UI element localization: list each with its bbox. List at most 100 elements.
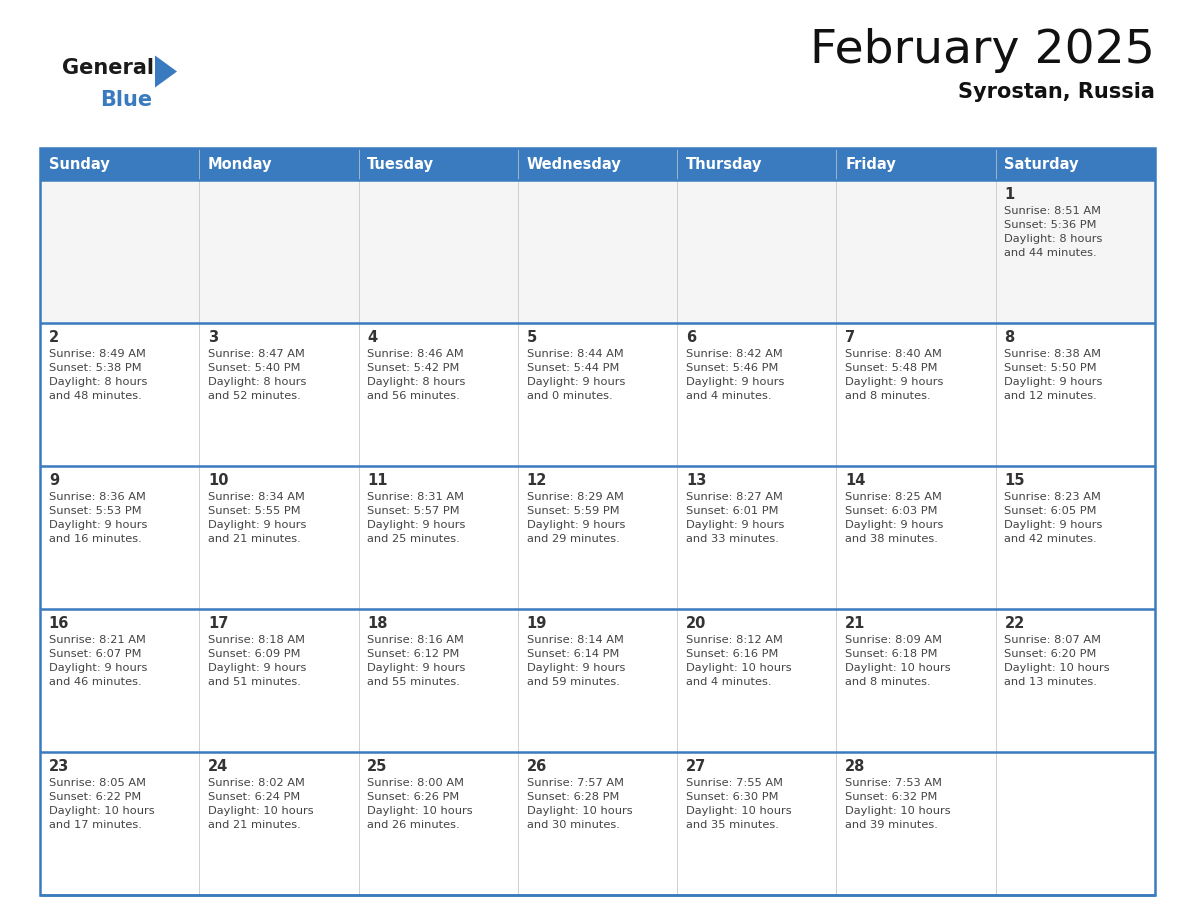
Text: Sunrise: 7:53 AM
Sunset: 6:32 PM
Daylight: 10 hours
and 39 minutes.: Sunrise: 7:53 AM Sunset: 6:32 PM Dayligh… bbox=[845, 778, 950, 830]
Text: 4: 4 bbox=[367, 330, 378, 345]
Polygon shape bbox=[154, 55, 177, 87]
Text: Sunrise: 7:57 AM
Sunset: 6:28 PM
Daylight: 10 hours
and 30 minutes.: Sunrise: 7:57 AM Sunset: 6:28 PM Dayligh… bbox=[526, 778, 632, 830]
Bar bbox=[200, 148, 359, 180]
Text: Sunrise: 8:38 AM
Sunset: 5:50 PM
Daylight: 9 hours
and 12 minutes.: Sunrise: 8:38 AM Sunset: 5:50 PM Dayligh… bbox=[1005, 349, 1102, 401]
Text: Sunrise: 8:07 AM
Sunset: 6:20 PM
Daylight: 10 hours
and 13 minutes.: Sunrise: 8:07 AM Sunset: 6:20 PM Dayligh… bbox=[1005, 635, 1110, 687]
Bar bbox=[996, 752, 1155, 895]
Bar bbox=[836, 323, 996, 466]
Text: 19: 19 bbox=[526, 616, 546, 631]
Text: Sunrise: 8:51 AM
Sunset: 5:36 PM
Daylight: 8 hours
and 44 minutes.: Sunrise: 8:51 AM Sunset: 5:36 PM Dayligh… bbox=[1005, 206, 1102, 258]
Bar bbox=[359, 180, 518, 323]
Text: 12: 12 bbox=[526, 473, 546, 488]
Text: Sunrise: 8:25 AM
Sunset: 6:03 PM
Daylight: 9 hours
and 38 minutes.: Sunrise: 8:25 AM Sunset: 6:03 PM Dayligh… bbox=[845, 492, 943, 544]
Text: Monday: Monday bbox=[208, 156, 272, 172]
Text: Sunrise: 8:40 AM
Sunset: 5:48 PM
Daylight: 9 hours
and 8 minutes.: Sunrise: 8:40 AM Sunset: 5:48 PM Dayligh… bbox=[845, 349, 943, 401]
Bar bbox=[836, 752, 996, 895]
Text: General: General bbox=[62, 58, 154, 78]
Bar bbox=[677, 180, 836, 323]
Text: 20: 20 bbox=[685, 616, 707, 631]
Text: Sunrise: 8:12 AM
Sunset: 6:16 PM
Daylight: 10 hours
and 4 minutes.: Sunrise: 8:12 AM Sunset: 6:16 PM Dayligh… bbox=[685, 635, 791, 687]
Bar bbox=[677, 323, 836, 466]
Text: Sunrise: 8:14 AM
Sunset: 6:14 PM
Daylight: 9 hours
and 59 minutes.: Sunrise: 8:14 AM Sunset: 6:14 PM Dayligh… bbox=[526, 635, 625, 687]
Text: Sunrise: 8:44 AM
Sunset: 5:44 PM
Daylight: 9 hours
and 0 minutes.: Sunrise: 8:44 AM Sunset: 5:44 PM Dayligh… bbox=[526, 349, 625, 401]
Text: 16: 16 bbox=[49, 616, 69, 631]
Text: Friday: Friday bbox=[845, 156, 896, 172]
Bar bbox=[677, 466, 836, 609]
Text: 17: 17 bbox=[208, 616, 228, 631]
Text: Sunrise: 8:46 AM
Sunset: 5:42 PM
Daylight: 8 hours
and 56 minutes.: Sunrise: 8:46 AM Sunset: 5:42 PM Dayligh… bbox=[367, 349, 466, 401]
Bar bbox=[200, 752, 359, 895]
Text: 15: 15 bbox=[1005, 473, 1025, 488]
Bar bbox=[996, 180, 1155, 323]
Bar bbox=[677, 609, 836, 752]
Text: Saturday: Saturday bbox=[1005, 156, 1079, 172]
Bar bbox=[359, 609, 518, 752]
Text: Sunrise: 8:09 AM
Sunset: 6:18 PM
Daylight: 10 hours
and 8 minutes.: Sunrise: 8:09 AM Sunset: 6:18 PM Dayligh… bbox=[845, 635, 950, 687]
Bar bbox=[40, 323, 200, 466]
Text: Sunday: Sunday bbox=[49, 156, 109, 172]
Bar bbox=[359, 323, 518, 466]
Text: 25: 25 bbox=[367, 759, 387, 774]
Text: February 2025: February 2025 bbox=[810, 28, 1155, 73]
Text: Sunrise: 8:34 AM
Sunset: 5:55 PM
Daylight: 9 hours
and 21 minutes.: Sunrise: 8:34 AM Sunset: 5:55 PM Dayligh… bbox=[208, 492, 307, 544]
Bar bbox=[518, 148, 677, 180]
Text: Sunrise: 8:00 AM
Sunset: 6:26 PM
Daylight: 10 hours
and 26 minutes.: Sunrise: 8:00 AM Sunset: 6:26 PM Dayligh… bbox=[367, 778, 473, 830]
Bar bbox=[40, 180, 200, 323]
Bar bbox=[836, 148, 996, 180]
Bar bbox=[359, 148, 518, 180]
Text: Tuesday: Tuesday bbox=[367, 156, 435, 172]
Text: 24: 24 bbox=[208, 759, 228, 774]
Bar bbox=[836, 180, 996, 323]
Text: Wednesday: Wednesday bbox=[526, 156, 621, 172]
Bar bbox=[200, 609, 359, 752]
Text: Sunrise: 8:49 AM
Sunset: 5:38 PM
Daylight: 8 hours
and 48 minutes.: Sunrise: 8:49 AM Sunset: 5:38 PM Dayligh… bbox=[49, 349, 147, 401]
Bar bbox=[359, 752, 518, 895]
Bar bbox=[836, 609, 996, 752]
Text: Sunrise: 8:47 AM
Sunset: 5:40 PM
Daylight: 8 hours
and 52 minutes.: Sunrise: 8:47 AM Sunset: 5:40 PM Dayligh… bbox=[208, 349, 307, 401]
Text: 11: 11 bbox=[367, 473, 387, 488]
Text: Blue: Blue bbox=[100, 90, 152, 110]
Text: 5: 5 bbox=[526, 330, 537, 345]
Bar bbox=[996, 466, 1155, 609]
Bar bbox=[996, 148, 1155, 180]
Bar bbox=[40, 466, 200, 609]
Bar bbox=[518, 466, 677, 609]
Text: Syrostan, Russia: Syrostan, Russia bbox=[959, 82, 1155, 102]
Text: 18: 18 bbox=[367, 616, 387, 631]
Text: Sunrise: 8:05 AM
Sunset: 6:22 PM
Daylight: 10 hours
and 17 minutes.: Sunrise: 8:05 AM Sunset: 6:22 PM Dayligh… bbox=[49, 778, 154, 830]
Text: 2: 2 bbox=[49, 330, 59, 345]
Text: 14: 14 bbox=[845, 473, 866, 488]
Bar bbox=[359, 466, 518, 609]
Text: Sunrise: 8:42 AM
Sunset: 5:46 PM
Daylight: 9 hours
and 4 minutes.: Sunrise: 8:42 AM Sunset: 5:46 PM Dayligh… bbox=[685, 349, 784, 401]
Bar bbox=[677, 148, 836, 180]
Bar bbox=[518, 609, 677, 752]
Text: 7: 7 bbox=[845, 330, 855, 345]
Bar bbox=[677, 752, 836, 895]
Bar bbox=[40, 752, 200, 895]
Text: 28: 28 bbox=[845, 759, 866, 774]
Text: Sunrise: 8:18 AM
Sunset: 6:09 PM
Daylight: 9 hours
and 51 minutes.: Sunrise: 8:18 AM Sunset: 6:09 PM Dayligh… bbox=[208, 635, 307, 687]
Text: 27: 27 bbox=[685, 759, 706, 774]
Text: Sunrise: 8:23 AM
Sunset: 6:05 PM
Daylight: 9 hours
and 42 minutes.: Sunrise: 8:23 AM Sunset: 6:05 PM Dayligh… bbox=[1005, 492, 1102, 544]
Bar bbox=[200, 466, 359, 609]
Text: 8: 8 bbox=[1005, 330, 1015, 345]
Text: Sunrise: 8:27 AM
Sunset: 6:01 PM
Daylight: 9 hours
and 33 minutes.: Sunrise: 8:27 AM Sunset: 6:01 PM Dayligh… bbox=[685, 492, 784, 544]
Text: Sunrise: 8:02 AM
Sunset: 6:24 PM
Daylight: 10 hours
and 21 minutes.: Sunrise: 8:02 AM Sunset: 6:24 PM Dayligh… bbox=[208, 778, 314, 830]
Text: Thursday: Thursday bbox=[685, 156, 763, 172]
Text: Sunrise: 7:55 AM
Sunset: 6:30 PM
Daylight: 10 hours
and 35 minutes.: Sunrise: 7:55 AM Sunset: 6:30 PM Dayligh… bbox=[685, 778, 791, 830]
Text: Sunrise: 8:31 AM
Sunset: 5:57 PM
Daylight: 9 hours
and 25 minutes.: Sunrise: 8:31 AM Sunset: 5:57 PM Dayligh… bbox=[367, 492, 466, 544]
Text: Sunrise: 8:36 AM
Sunset: 5:53 PM
Daylight: 9 hours
and 16 minutes.: Sunrise: 8:36 AM Sunset: 5:53 PM Dayligh… bbox=[49, 492, 147, 544]
Text: Sunrise: 8:21 AM
Sunset: 6:07 PM
Daylight: 9 hours
and 46 minutes.: Sunrise: 8:21 AM Sunset: 6:07 PM Dayligh… bbox=[49, 635, 147, 687]
Text: 9: 9 bbox=[49, 473, 59, 488]
Bar bbox=[518, 752, 677, 895]
Text: 1: 1 bbox=[1005, 187, 1015, 202]
Text: 23: 23 bbox=[49, 759, 69, 774]
Bar bbox=[200, 180, 359, 323]
Text: 10: 10 bbox=[208, 473, 228, 488]
Text: 6: 6 bbox=[685, 330, 696, 345]
Bar bbox=[996, 609, 1155, 752]
Text: Sunrise: 8:29 AM
Sunset: 5:59 PM
Daylight: 9 hours
and 29 minutes.: Sunrise: 8:29 AM Sunset: 5:59 PM Dayligh… bbox=[526, 492, 625, 544]
Bar bbox=[518, 180, 677, 323]
Bar bbox=[200, 323, 359, 466]
Text: 22: 22 bbox=[1005, 616, 1025, 631]
